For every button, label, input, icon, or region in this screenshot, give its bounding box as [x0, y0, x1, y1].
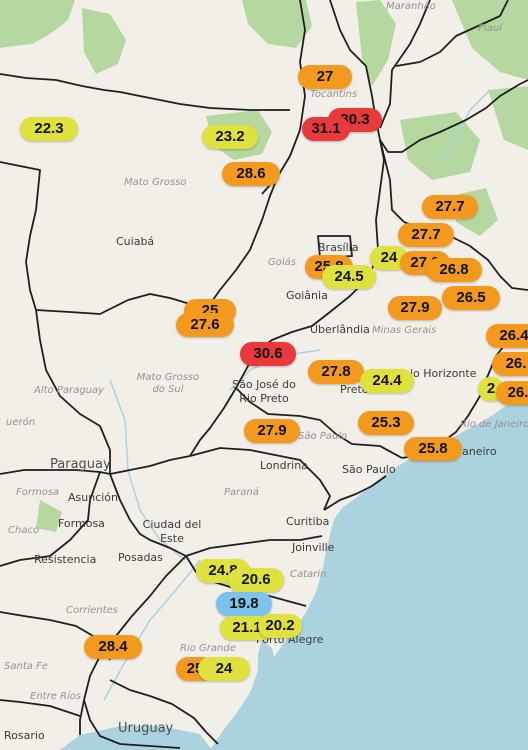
temperature-badge[interactable]: 20.6 [228, 568, 284, 592]
label-resistencia: Resistencia [34, 553, 97, 566]
temperature-badge[interactable]: 24 [370, 246, 408, 270]
label-ciudad-del-este: Ciudad del Este [142, 518, 202, 545]
temperature-badge[interactable]: 26.4 [486, 324, 528, 348]
label-uberlandia: Uberlândia [310, 323, 370, 336]
label-cuiaba: Cuiabá [116, 235, 155, 248]
temperature-badge[interactable]: 19.8 [216, 592, 272, 616]
temperature-badge[interactable]: 30.6 [240, 342, 296, 366]
label-piaui: Piauí [478, 23, 503, 34]
label-alto-paraguay: Alto Paraguay [34, 385, 104, 396]
temperature-badge[interactable]: 27.9 [388, 296, 442, 320]
label-chaco: Chaco [8, 525, 40, 536]
temperature-badge[interactable]: 26. [492, 352, 528, 376]
temperature-badge[interactable]: 28.4 [84, 635, 142, 659]
label-catarina: Catarin [290, 569, 327, 580]
label-londrina: Londrina [260, 459, 308, 472]
temperature-badge[interactable]: 28.6 [222, 162, 280, 186]
temperature-badge[interactable]: 27.9 [244, 419, 300, 443]
lagoon [238, 640, 276, 722]
label-paraguay: Paraguay [50, 457, 111, 472]
temperature-badge[interactable]: 22.3 [20, 117, 78, 141]
label-formosa: Formosa [58, 517, 105, 530]
label-rio-de-janeiro: Rio de Janeiro [460, 419, 528, 430]
label-sao-jose-do-rio-preto: São José do Rio Preto [232, 378, 296, 405]
temperature-badge[interactable]: 24 [198, 657, 250, 681]
label-sao-paulo-state: São Paulo [298, 431, 348, 442]
temperature-badge[interactable]: 24.4 [360, 369, 414, 393]
temperature-badge[interactable]: 31.1 [302, 117, 350, 141]
label-santa-fe: Santa Fe [4, 661, 48, 672]
label-queron: uerón [6, 417, 36, 428]
label-goias: Goiás [268, 257, 296, 268]
label-corrientes: Corrientes [66, 605, 118, 616]
label-uruguay: Uruguay [118, 721, 174, 736]
temperature-badge[interactable]: 27.6 [176, 313, 234, 337]
label-sao-paulo-city: São Paulo [342, 463, 396, 476]
forest-area [488, 86, 528, 150]
temperature-badge[interactable]: 23.2 [202, 125, 258, 149]
label-parana: Paraná [224, 487, 259, 498]
forest-area [452, 0, 528, 80]
label-porto-alegre: Porto Alegre [256, 633, 324, 646]
label-asuncion: Asunción [68, 491, 119, 504]
temperature-badge[interactable]: 27.8 [308, 360, 364, 384]
label-curitiba: Curitiba [286, 515, 330, 528]
label-formosa-region: Formosa [16, 487, 60, 498]
label-entre-rios: Entre Ríos [30, 691, 82, 702]
temperature-badge[interactable]: 27 [298, 65, 352, 89]
label-preto: Preto [340, 383, 369, 396]
label-joinville: Joinville [292, 541, 335, 554]
label-rosario: Rosario [4, 729, 45, 742]
forest-area [82, 8, 126, 74]
forest-area [356, 0, 396, 86]
label-mato-grosso-do-sul: Mato Grosso do Sul [136, 372, 200, 395]
label-janeiro: aneiro [462, 445, 497, 458]
ocean [210, 392, 528, 750]
temperature-badge[interactable]: 26.8 [426, 258, 482, 282]
label-belo-horizonte: lo Horizonte [410, 367, 477, 380]
forest-area [242, 0, 312, 48]
label-brasilia: Brasília [318, 241, 359, 254]
forest-area [36, 500, 62, 532]
label-mato-grosso: Mato Grosso [124, 177, 187, 188]
label-posadas: Posadas [118, 551, 163, 564]
forest-area [0, 0, 75, 48]
temperature-badge[interactable]: 25.3 [358, 411, 414, 435]
temperature-badge[interactable]: 26. [496, 381, 528, 405]
temperature-badge[interactable]: 27.7 [398, 223, 454, 247]
temperature-badge[interactable]: 20.2 [258, 614, 302, 638]
temperature-badge[interactable]: 24.5 [322, 265, 376, 289]
label-maranhao: Maranhão [386, 1, 436, 12]
label-rio-grande: Rio Grande [180, 643, 236, 654]
temperature-badge[interactable]: 26.5 [442, 286, 500, 310]
label-tocantins: Tocantins [310, 89, 358, 100]
temperature-badge[interactable]: 25.8 [404, 437, 462, 461]
label-goiania: Goiânia [286, 289, 328, 302]
temperature-badge[interactable]: 27.7 [422, 195, 478, 219]
label-minas-gerais: Minas Gerais [372, 325, 437, 336]
